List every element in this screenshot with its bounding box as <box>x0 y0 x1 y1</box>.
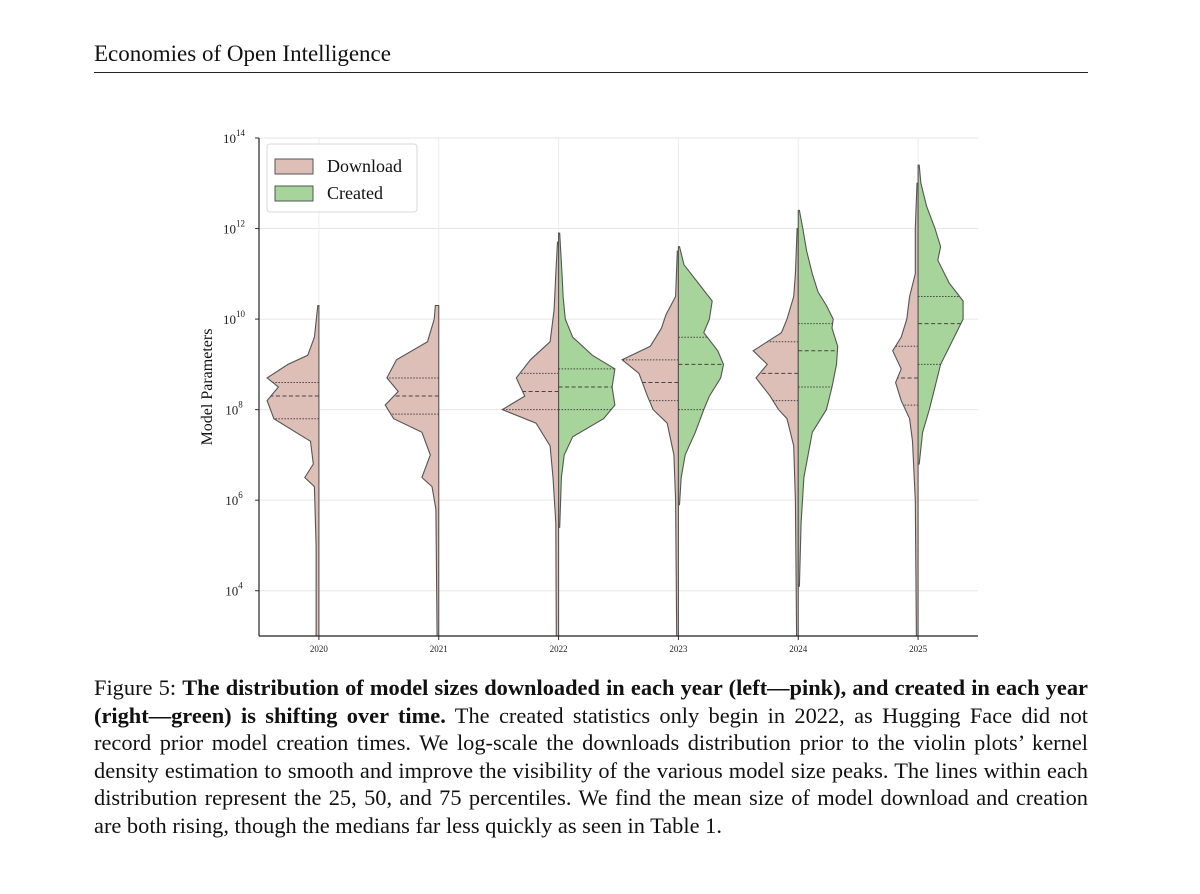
violin-download-2024 <box>752 227 799 637</box>
y-tick-label: 108 <box>225 400 243 418</box>
y-tick-label: 104 <box>225 581 243 599</box>
x-tick-label: 2023 <box>669 644 688 654</box>
running-header-title: Economies of Open Intelligence <box>94 41 391 66</box>
y-tick-label: 1012 <box>223 219 245 237</box>
violin-download-2023 <box>621 250 679 637</box>
violin-chart: 104 106 108 1010 1012 1014 2020 2021 2022 2023 202… <box>199 128 978 654</box>
y-tick-label: 1014 <box>223 128 246 146</box>
violin-created-2023 <box>677 246 725 506</box>
x-tick-label: 2022 <box>550 644 568 654</box>
caption-bold-summary: The distribution of model sizes download… <box>94 675 1088 728</box>
y-axis-label: Model Parameters <box>199 329 216 446</box>
figure-caption: Figure 5: The distribution of model size… <box>94 674 1088 839</box>
x-tick-label: 2020 <box>310 644 329 654</box>
y-tick-label: 1010 <box>223 309 246 327</box>
legend-swatch-download <box>274 158 314 175</box>
legend-label-created: Created <box>327 183 383 203</box>
running-header: Economies of Open Intelligence <box>94 40 1088 73</box>
violin-download-2021 <box>384 304 440 637</box>
y-tick-label: 106 <box>225 490 243 508</box>
violin-created-2022 <box>558 232 616 528</box>
violin-download-2022 <box>501 241 560 637</box>
violin-created-2024 <box>797 209 839 587</box>
caption-body: The created statistics only begin in 202… <box>94 702 1088 838</box>
violin-plots <box>266 164 964 637</box>
x-tick-label: 2025 <box>909 644 928 654</box>
grid-lines <box>259 137 978 636</box>
violin-created-2025 <box>917 164 964 465</box>
caption-label: Figure 5: <box>94 675 177 700</box>
axes: 104 106 108 1010 1012 1014 2020 2021 2022 2023 202… <box>199 128 978 654</box>
legend-label-download: Download <box>327 156 402 176</box>
x-tick-label: 2021 <box>430 644 448 654</box>
legend: Download Created <box>266 143 418 213</box>
x-tick-label: 2024 <box>789 644 808 654</box>
violin-download-2020 <box>266 304 320 637</box>
legend-swatch-created <box>274 185 314 202</box>
violin-download-2025 <box>892 182 919 637</box>
